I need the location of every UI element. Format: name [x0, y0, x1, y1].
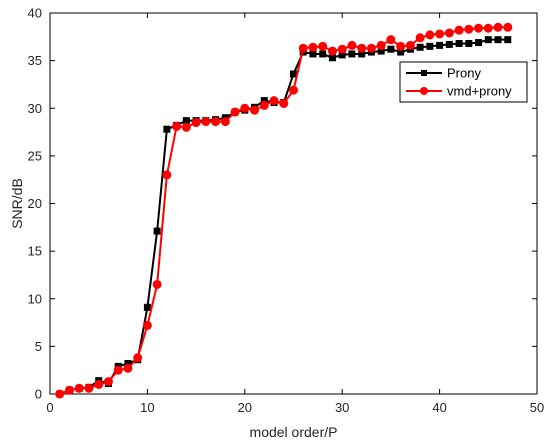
data-point — [503, 22, 513, 32]
data-point — [426, 42, 434, 50]
data-point — [143, 303, 151, 311]
data-point — [269, 96, 279, 106]
x-tick-label: 30 — [335, 400, 349, 415]
data-point — [435, 29, 445, 39]
data-point — [289, 85, 298, 95]
data-point — [230, 107, 240, 117]
data-point — [182, 117, 190, 125]
data-point — [298, 43, 308, 53]
data-point — [405, 40, 415, 50]
data-point — [455, 39, 463, 47]
data-point — [425, 30, 435, 40]
data-point — [396, 41, 406, 51]
data-point — [483, 23, 493, 33]
y-tick-label: 10 — [28, 291, 42, 306]
data-point — [123, 363, 133, 373]
x-tick-label: 40 — [432, 400, 446, 415]
data-point — [94, 379, 104, 389]
data-point — [475, 39, 483, 47]
y-tick-label: 40 — [28, 6, 42, 21]
data-point — [454, 25, 464, 35]
data-point — [259, 100, 269, 110]
data-point — [416, 43, 424, 51]
data-point — [142, 320, 152, 330]
data-point — [191, 118, 201, 128]
y-axis-title: SNR/dB — [9, 178, 25, 229]
y-tick-label: 30 — [28, 101, 42, 116]
data-point — [84, 383, 94, 393]
data-point — [319, 50, 327, 58]
data-point — [152, 279, 162, 289]
legend-marker — [420, 87, 428, 95]
legend-item: vmd+prony — [406, 84, 512, 99]
data-point — [318, 41, 328, 51]
data-point — [162, 170, 172, 180]
data-point — [337, 44, 347, 54]
legend-item: Prony — [406, 66, 481, 81]
data-point — [64, 385, 74, 395]
data-point — [309, 50, 317, 58]
data-point — [211, 117, 221, 127]
data-point — [348, 50, 356, 58]
axes-layer: 0 10 20 30 40 50 0 5 10 15 20 25 30 35 40 — [28, 6, 545, 416]
x-tick-label: 10 — [140, 400, 154, 415]
x-tick-label: 20 — [238, 400, 252, 415]
x-axis-title: model order/P — [250, 424, 338, 440]
data-point — [220, 117, 230, 127]
data-point — [504, 36, 512, 44]
series-layer — [55, 22, 513, 399]
legend-marker — [421, 70, 427, 76]
x-tick-label: 0 — [46, 400, 53, 415]
data-point — [172, 121, 182, 131]
data-point — [240, 103, 250, 113]
x-tick-label: 50 — [530, 400, 544, 415]
data-point — [376, 40, 386, 50]
data-point — [250, 105, 260, 115]
data-point — [347, 40, 357, 50]
data-point — [484, 36, 492, 44]
y-tick-label: 25 — [28, 148, 42, 163]
legend: Prony vmd+prony — [399, 61, 528, 103]
series-2 — [55, 22, 513, 399]
data-point — [415, 33, 425, 43]
data-point — [436, 41, 444, 49]
y-tick-label: 20 — [28, 196, 42, 211]
data-point — [153, 227, 161, 235]
data-point — [444, 28, 454, 38]
data-point — [357, 43, 367, 53]
data-point — [445, 40, 453, 48]
data-point — [133, 353, 143, 363]
data-point — [387, 45, 395, 53]
data-point — [113, 365, 123, 375]
y-tick-label: 15 — [28, 244, 42, 259]
data-point — [494, 36, 502, 44]
data-point — [201, 117, 211, 127]
data-point — [366, 43, 376, 53]
y-tick-label: 35 — [28, 53, 42, 68]
data-point — [290, 70, 297, 78]
legend-label: Prony — [447, 66, 481, 81]
data-point — [464, 24, 474, 34]
y-tick-label: 0 — [35, 387, 42, 402]
data-point — [163, 125, 171, 133]
data-point — [328, 54, 336, 62]
data-point — [55, 389, 65, 399]
data-point — [493, 22, 503, 32]
data-point — [327, 46, 337, 56]
data-point — [308, 42, 318, 52]
legend-box — [399, 61, 528, 103]
data-point — [181, 122, 191, 132]
data-point — [474, 23, 484, 33]
data-point — [74, 383, 84, 393]
legend-label: vmd+prony — [447, 84, 512, 99]
y-tick-label: 5 — [35, 339, 42, 354]
data-point — [279, 98, 289, 108]
data-point — [386, 35, 396, 45]
data-point — [465, 39, 473, 47]
data-point — [103, 377, 113, 387]
